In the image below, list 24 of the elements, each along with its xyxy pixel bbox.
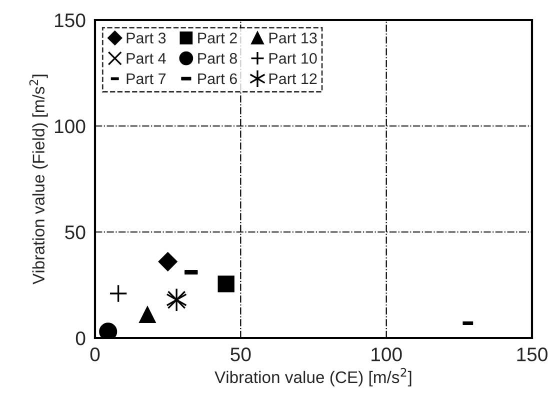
legend-label: Part 13 <box>269 32 317 44</box>
legend-label: Part 7 <box>126 73 166 84</box>
legend-label: Part 8 <box>198 52 237 64</box>
x-tick-label: 100 <box>372 348 402 362</box>
legend-label: Part 4 <box>126 53 166 64</box>
point <box>139 306 156 324</box>
x-axis-title: Vibration value (CE) [m/s$^{2}$] <box>214 368 412 386</box>
legend-label: Part 12 <box>269 73 317 84</box>
y-tick-label: 150 <box>55 13 86 28</box>
point <box>158 252 178 272</box>
y-tick-label: 0 <box>76 331 86 346</box>
x-tick-label: 150 <box>517 348 548 362</box>
legend-label: Part 10 <box>269 52 317 64</box>
legend-label: Part 2 <box>198 32 237 44</box>
point <box>109 284 128 303</box>
y-axis-title: Vibration value (Field) [m/s$^{2}$] <box>29 74 48 284</box>
x-tick-label: 0 <box>90 348 100 362</box>
legend-label: Part 6 <box>198 73 237 84</box>
y-tick-label: 50 <box>65 225 86 240</box>
point <box>218 276 234 292</box>
legend-label: Part 3 <box>126 32 166 44</box>
point <box>99 322 118 338</box>
y-tick-label: 100 <box>55 119 86 134</box>
x-tick-label: 50 <box>230 348 251 362</box>
